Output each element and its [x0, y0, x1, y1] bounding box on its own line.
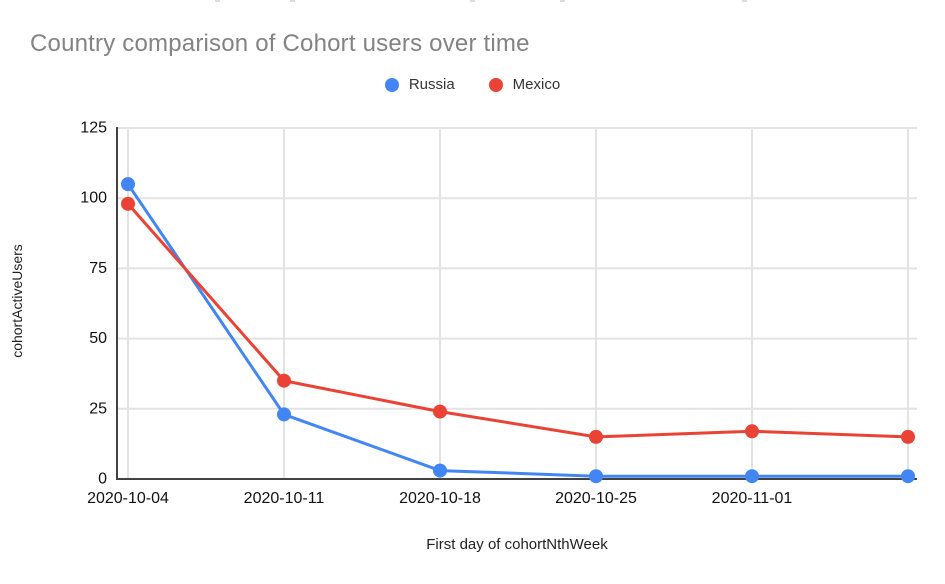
data-point-mexico[interactable]: [589, 429, 603, 444]
y-tick-label: 75: [89, 260, 107, 277]
legend-item-russia[interactable]: Russia: [384, 76, 455, 93]
data-point-russia[interactable]: [277, 407, 291, 422]
data-point-russia[interactable]: [901, 469, 915, 484]
legend-label-mexico: Mexico: [512, 76, 561, 93]
cropped-text-artifact: [215, 0, 220, 2]
data-point-russia[interactable]: [121, 177, 135, 192]
legend-dot-mexico: [488, 77, 503, 92]
chart-title: Country comparison of Cohort users over …: [30, 30, 530, 57]
data-point-mexico[interactable]: [745, 424, 759, 439]
data-point-mexico[interactable]: [277, 373, 291, 388]
cropped-text-artifact: [470, 0, 475, 2]
data-point-mexico[interactable]: [901, 429, 915, 444]
y-tick-label: 100: [80, 190, 107, 207]
x-tick-label: 2020-10-18: [399, 490, 481, 507]
x-tick-label: 2020-10-25: [555, 490, 637, 507]
x-axis-title: First day of cohortNthWeek: [426, 536, 608, 553]
series-line-mexico: [126, 202, 910, 439]
x-tick-label: 2020-10-04: [87, 490, 169, 507]
data-point-mexico[interactable]: [433, 404, 447, 419]
cropped-text-artifact: [560, 0, 565, 2]
cropped-text-artifact: [742, 0, 747, 2]
y-tick-label: 50: [89, 330, 107, 347]
data-point-mexico[interactable]: [121, 196, 135, 211]
legend-dot-russia: [384, 77, 399, 92]
data-point-russia[interactable]: [745, 469, 759, 484]
y-tick-label: 125: [80, 120, 107, 137]
x-tick-label: 2020-10-11: [244, 490, 325, 507]
y-tick-label: 25: [89, 400, 107, 417]
data-point-russia[interactable]: [433, 463, 447, 478]
cropped-text-artifact: [290, 0, 295, 2]
data-point-russia[interactable]: [589, 469, 603, 484]
y-tick-label: 0: [98, 471, 107, 488]
legend-label-russia: Russia: [408, 76, 455, 93]
legend-item-mexico[interactable]: Mexico: [488, 76, 561, 93]
x-tick-label: 2020-11-01: [712, 490, 793, 507]
series-line-russia: [126, 182, 910, 478]
chart-legend: Russia Mexico: [0, 76, 945, 93]
